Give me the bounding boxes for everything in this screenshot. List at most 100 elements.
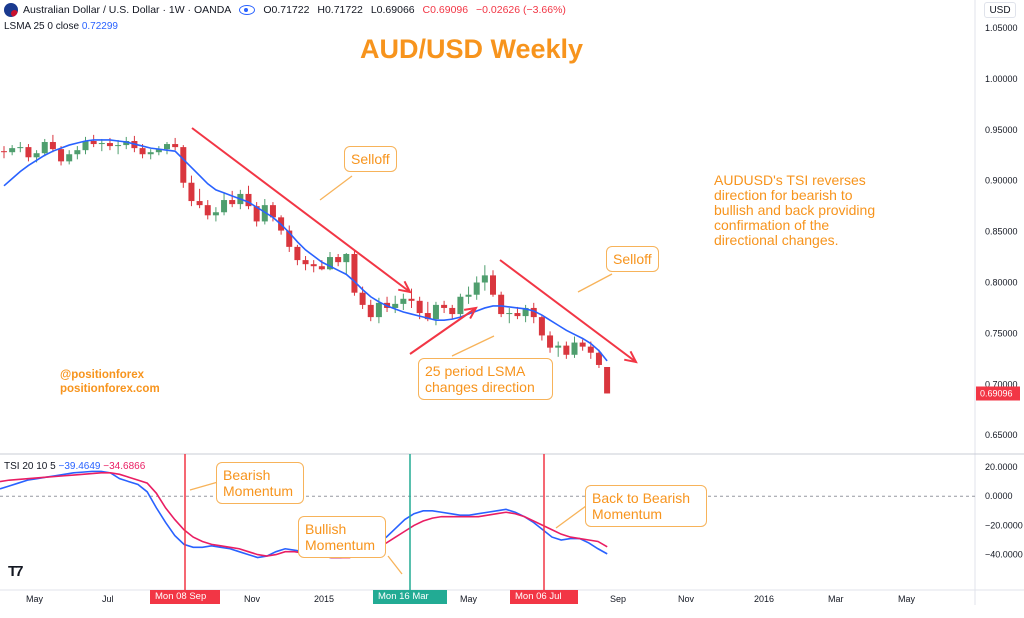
tsi-legend[interactable]: TSI 20 10 5 −39.4649 −34.6866 bbox=[4, 461, 145, 472]
selloff-arrow-2-head bbox=[624, 350, 638, 364]
callout-pointer-1 bbox=[319, 175, 353, 201]
time-tick-label: Mar bbox=[828, 594, 844, 604]
candle-body bbox=[530, 307, 537, 318]
callout-bearish-1: Bearish Momentum bbox=[216, 462, 304, 504]
candle-body bbox=[547, 335, 554, 348]
date-tag-2: Mon 16 Mar '15 bbox=[373, 590, 447, 616]
candle-body bbox=[318, 266, 325, 270]
candle-body bbox=[269, 205, 276, 218]
time-tick-label: Nov bbox=[678, 594, 695, 604]
candle-body bbox=[465, 294, 472, 297]
candle-body bbox=[555, 345, 562, 348]
candle-body bbox=[302, 260, 309, 265]
candle-body bbox=[424, 313, 431, 320]
last-price-label: 0.69096 bbox=[980, 389, 1013, 399]
candle-body bbox=[310, 264, 317, 267]
credit-site: positionforex.com bbox=[60, 383, 160, 395]
tsi-note: AUDUSD's TSI reverses direction for bear… bbox=[714, 172, 876, 248]
tsi-tick-label: −20.0000 bbox=[985, 520, 1023, 530]
high-value: H0.71722 bbox=[317, 4, 363, 16]
candle-body bbox=[147, 152, 154, 155]
date-tag-3: Mon 06 Jul '15 bbox=[510, 590, 578, 616]
candle-body bbox=[212, 212, 219, 216]
selloff-arrow-1-head bbox=[398, 280, 412, 294]
callout-bullish: Bullish Momentum bbox=[298, 516, 386, 558]
candle-body bbox=[522, 307, 529, 317]
candle-body bbox=[392, 303, 399, 308]
callout-lsma: 25 period LSMA changes direction bbox=[418, 358, 553, 400]
candle-body bbox=[375, 302, 382, 318]
candle-body bbox=[604, 366, 611, 394]
tsi-value-1: −39.4649 bbox=[58, 461, 101, 472]
time-tick-label: Jul bbox=[102, 594, 114, 604]
candle-body bbox=[327, 257, 333, 270]
candle-body bbox=[408, 298, 415, 301]
candle-body bbox=[359, 292, 366, 305]
candle-body bbox=[506, 313, 513, 315]
currency-selector[interactable]: USD bbox=[984, 2, 1016, 18]
candle-body bbox=[481, 275, 488, 283]
candle-body bbox=[221, 200, 228, 213]
candle-body bbox=[245, 193, 252, 207]
price-tick-label: 0.65000 bbox=[985, 430, 1018, 440]
symbol-title[interactable]: Australian Dollar / U.S. Dollar · 1W · O… bbox=[23, 4, 232, 16]
time-tick-label: Sep bbox=[610, 594, 626, 604]
candle-body bbox=[367, 304, 374, 318]
candle-body bbox=[563, 345, 570, 355]
candle-body bbox=[514, 313, 521, 317]
candle-body bbox=[139, 148, 146, 155]
close-value: C0.69096 bbox=[422, 4, 469, 16]
candle-body bbox=[41, 142, 48, 154]
selloff-arrow-1 bbox=[191, 127, 411, 293]
candle-body bbox=[538, 317, 545, 336]
candle-body bbox=[74, 150, 81, 155]
tsi-tick-label: 0.0000 bbox=[985, 491, 1013, 501]
candle-body bbox=[82, 140, 89, 151]
candle-body bbox=[473, 282, 480, 295]
tsi-tick-label: 20.0000 bbox=[985, 462, 1018, 472]
candle-body bbox=[66, 154, 73, 162]
lsma-legend[interactable]: LSMA 25 0 close 0.72299 bbox=[4, 21, 118, 32]
candle-body bbox=[253, 206, 260, 222]
low-value: L0.69066 bbox=[370, 4, 415, 16]
chart-header: Australian Dollar / U.S. Dollar · 1W · O… bbox=[0, 0, 571, 20]
candle-body bbox=[90, 140, 97, 145]
credit: @positionforex positionforex.com bbox=[60, 368, 160, 396]
candle-body bbox=[286, 230, 293, 247]
tsi-tick-label: −40.0000 bbox=[985, 550, 1023, 560]
candle-body bbox=[17, 147, 24, 149]
reversal-arrow bbox=[409, 307, 477, 355]
chart-canvas: 1.05000 1.00000 0.95000 0.90000 0.85000 0.800… bbox=[0, 0, 1024, 605]
candle-body bbox=[498, 294, 505, 315]
candle-body bbox=[400, 298, 407, 304]
price-tick-label: 0.90000 bbox=[985, 176, 1018, 186]
candle-body bbox=[571, 342, 578, 355]
price-tick-label: 1.00000 bbox=[985, 74, 1018, 84]
candle-body bbox=[188, 182, 195, 202]
candle-body bbox=[579, 342, 586, 347]
callout-pointer-4 bbox=[189, 481, 219, 491]
candle-body bbox=[155, 149, 162, 153]
candle-body bbox=[196, 201, 203, 206]
chart-annotation-title: AUD/USD Weekly bbox=[360, 34, 584, 64]
candle-body bbox=[261, 205, 268, 222]
candle-body bbox=[457, 296, 464, 315]
callout-bearish-2: Back to Bearish Momentum bbox=[585, 485, 707, 527]
candle-body bbox=[490, 275, 496, 295]
lsma-label: LSMA 25 0 close bbox=[4, 21, 80, 32]
selloff-arrow-2 bbox=[499, 259, 637, 363]
time-tick-label: Nov bbox=[244, 594, 261, 604]
tradingview-logo-icon[interactable]: T7 bbox=[8, 563, 23, 580]
change-value: −0.02626 (−3.66%) bbox=[476, 4, 566, 16]
price-tick-label: 0.85000 bbox=[985, 227, 1018, 237]
time-tick-label: May bbox=[898, 594, 916, 604]
candle-body bbox=[9, 148, 16, 153]
candle-body bbox=[98, 143, 105, 145]
candle-body bbox=[449, 307, 456, 315]
eye-icon[interactable] bbox=[239, 5, 256, 15]
candle-body bbox=[172, 144, 179, 148]
candle-body bbox=[49, 142, 56, 150]
price-tick-label: 1.05000 bbox=[985, 23, 1018, 33]
price-tick-label: 0.70000 bbox=[985, 379, 1018, 389]
candle-body bbox=[25, 147, 32, 158]
